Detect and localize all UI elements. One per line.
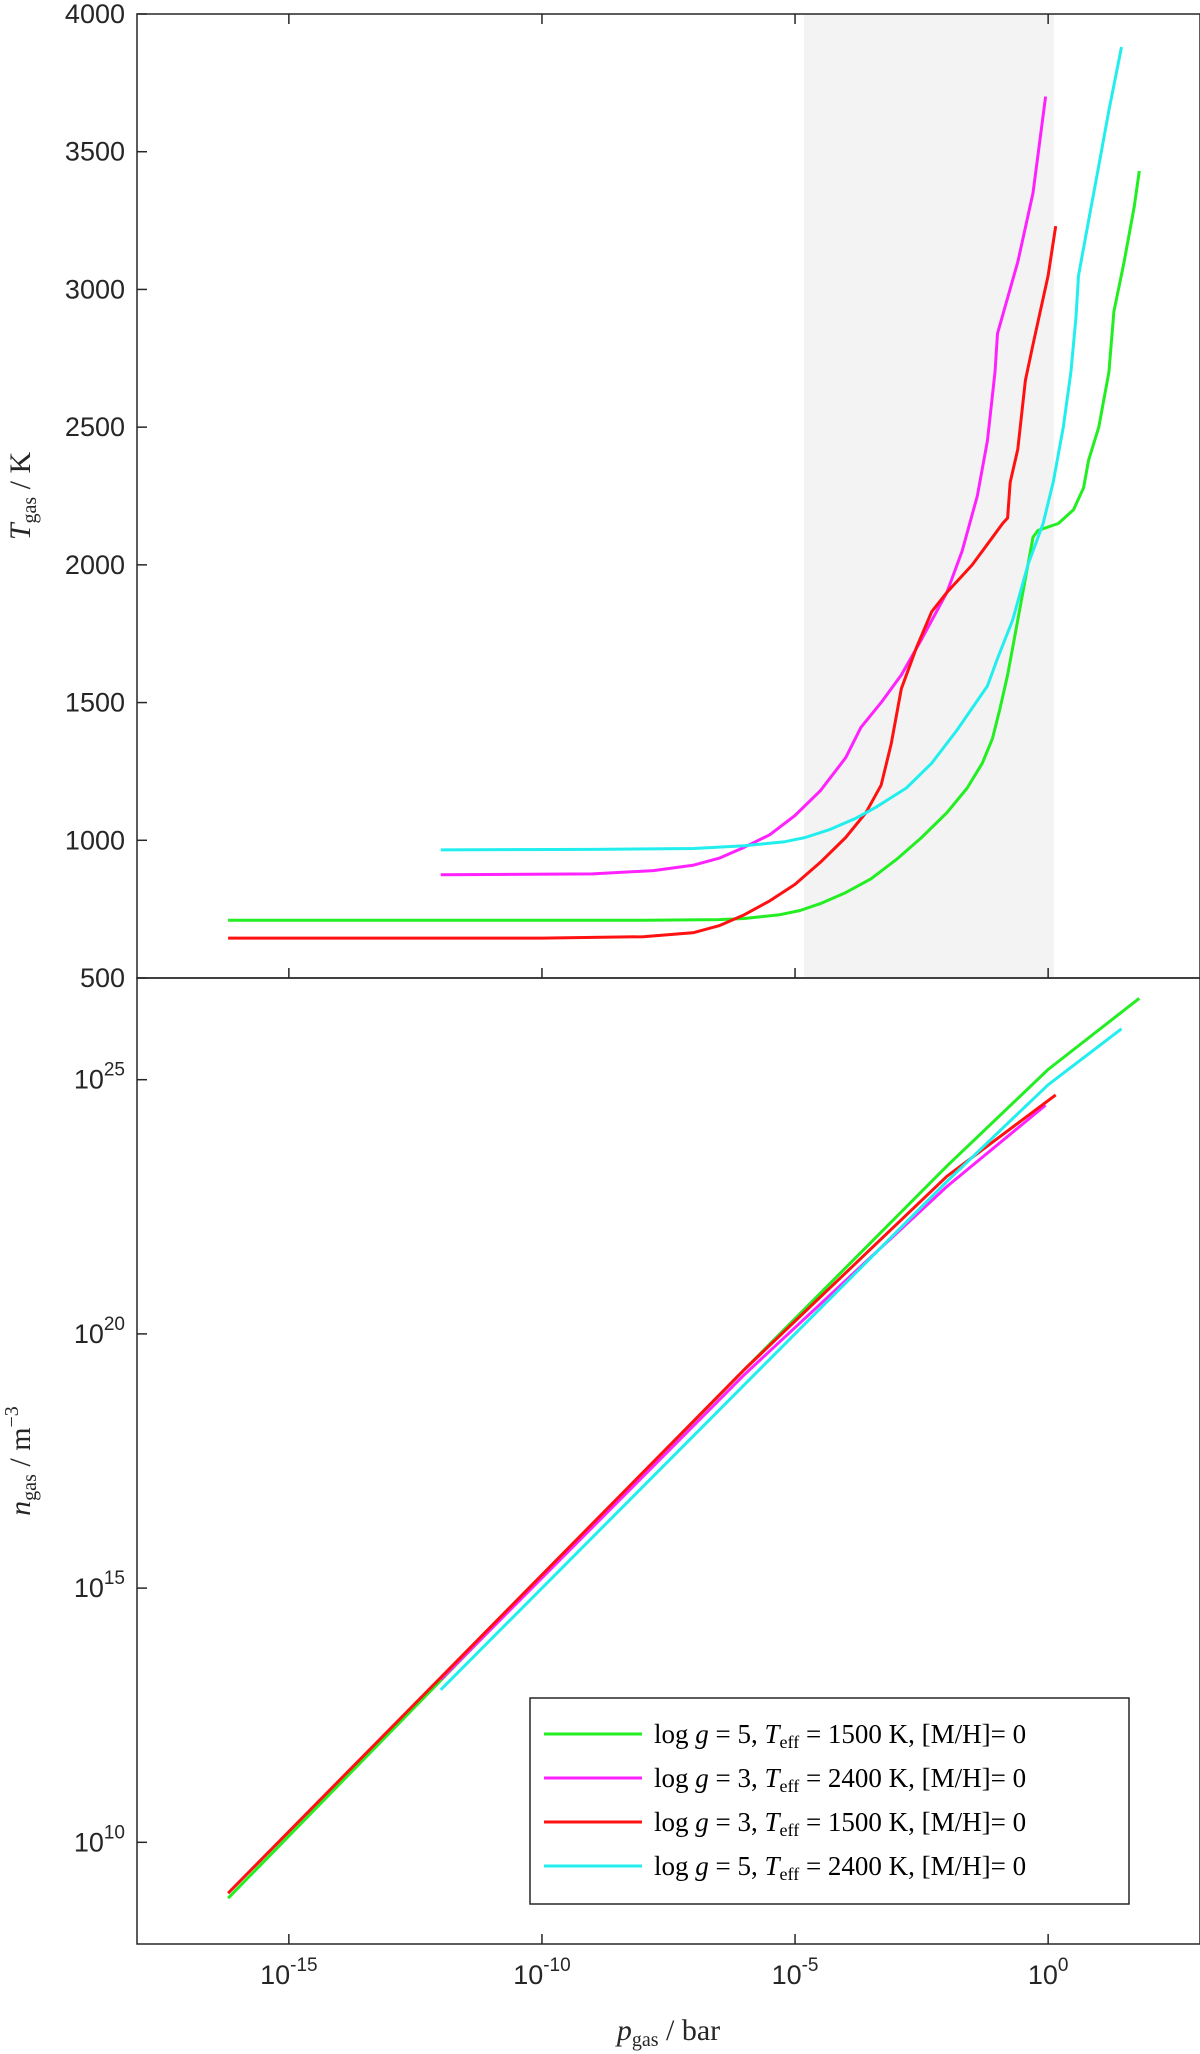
density-axis-unit: / m xyxy=(4,1427,37,1474)
legend-label-g5-1500: log g = 5, Teff = 1500 K, [M/H]= 0 xyxy=(654,1719,1026,1752)
density-axis-symbol: n xyxy=(4,1501,37,1516)
temperature-axis-ticks: 500 1000 1500 2000 2500 3000 3500 4000 xyxy=(65,0,1049,993)
density-series-lines xyxy=(227,997,1141,1900)
pressure-tick-label: 10-10 xyxy=(513,1955,571,1990)
temperature-tick-label: 4000 xyxy=(65,0,125,29)
density-line-g5-2400 xyxy=(439,1027,1123,1691)
pressure-axis-symbol: p xyxy=(615,2014,632,2047)
temperature-tick-label: 2500 xyxy=(65,412,125,442)
legend-entries: log g = 5, Teff = 1500 K, [M/H]= 0 log g … xyxy=(544,1719,1026,1884)
shaded-region xyxy=(803,14,1054,978)
temperature-tick-label: 3500 xyxy=(65,137,125,167)
temperature-tick-label: 3000 xyxy=(65,274,125,304)
legend-label-g5-2400: log g = 5, Teff = 2400 K, [M/H]= 0 xyxy=(654,1851,1026,1884)
density-axis-label: ngas / m−3 xyxy=(1,1406,41,1516)
temperature-line-g5-2400 xyxy=(440,46,1123,852)
legend-label-g3-1500: log g = 3, Teff = 1500 K, [M/H]= 0 xyxy=(654,1807,1026,1840)
temperature-tick-label: 2000 xyxy=(65,550,125,580)
temperature-tick-label: 500 xyxy=(80,963,125,993)
pressure-axis-label: pgas / bar xyxy=(615,2014,720,2051)
legend-label-g3-2400: log g = 3, Teff = 2400 K, [M/H]= 0 xyxy=(654,1763,1026,1796)
pressure-tick-label: 10-5 xyxy=(772,1955,819,1990)
temperature-axis-label: Tgas / K xyxy=(4,451,41,540)
density-tick-label: 1020 xyxy=(74,1314,125,1349)
temperature-series-lines xyxy=(228,46,1141,940)
pressure-axis-unit: / bar xyxy=(659,2014,721,2047)
temperature-axis-symbol: T xyxy=(4,521,37,540)
density-line-g3-1500 xyxy=(227,1093,1057,1895)
pressure-tick-label: 10-15 xyxy=(260,1955,318,1990)
temperature-tick-label: 1000 xyxy=(65,825,125,855)
density-tick-label: 1015 xyxy=(74,1568,125,1603)
legend-box xyxy=(529,1697,1130,1905)
legend: log g = 5, Teff = 1500 K, [M/H]= 0 log g … xyxy=(529,1697,1130,1905)
density-axis-superscript: −3 xyxy=(1,1406,23,1427)
temperature-axis-unit: / K xyxy=(4,451,37,496)
density-tick-label: 1010 xyxy=(74,1822,125,1857)
pressure-tick-label: 100 xyxy=(1028,1955,1069,1990)
temperature-line-g5-1500 xyxy=(228,170,1141,922)
temperature-line-g3-2400 xyxy=(440,96,1048,877)
density-tick-label: 1025 xyxy=(74,1060,125,1095)
temperature-line-g3-1500 xyxy=(228,225,1058,940)
density-line-g3-2400 xyxy=(439,1103,1047,1681)
temperature-axis-subscript: gas xyxy=(19,497,41,524)
pressure-axis-subscript: gas xyxy=(632,2029,659,2051)
density-plot-frame xyxy=(136,977,1200,1945)
temperature-tick-label: 1500 xyxy=(65,688,125,718)
temperature-panel: 500 1000 1500 2000 2500 3000 3500 4000 Tgas / K xyxy=(4,0,1200,993)
density-axis-subscript: gas xyxy=(19,1474,41,1501)
density-axis-ticks: 1010 1015 1020 1025 10-15 10-10 10-5 100 xyxy=(74,1060,1069,1990)
